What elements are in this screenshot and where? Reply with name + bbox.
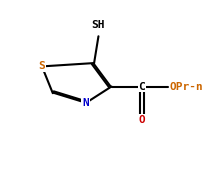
Text: C: C — [138, 81, 145, 92]
Text: S: S — [39, 61, 45, 71]
Text: SH: SH — [92, 20, 105, 30]
Text: N: N — [82, 98, 89, 108]
Text: OPr-n: OPr-n — [169, 81, 203, 92]
Text: O: O — [138, 115, 145, 125]
